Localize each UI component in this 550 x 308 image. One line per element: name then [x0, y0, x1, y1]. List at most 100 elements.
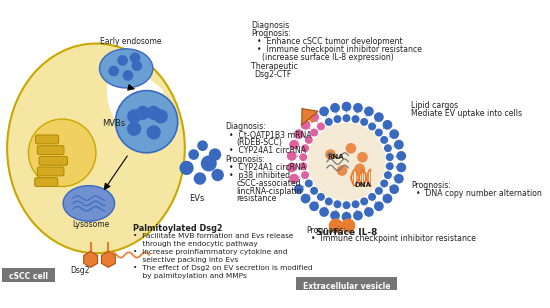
Circle shape: [384, 144, 392, 152]
Ellipse shape: [63, 186, 114, 221]
Text: MVBs: MVBs: [102, 119, 125, 128]
Circle shape: [29, 119, 96, 187]
Circle shape: [319, 207, 329, 217]
Circle shape: [383, 120, 392, 130]
Circle shape: [123, 70, 133, 81]
Text: •  CYP24A1 circRNA: • CYP24A1 circRNA: [229, 164, 306, 172]
Circle shape: [179, 161, 194, 175]
Text: RNA: RNA: [327, 154, 344, 160]
Text: Lipid cargos: Lipid cargos: [411, 101, 459, 110]
Circle shape: [394, 140, 404, 150]
Circle shape: [360, 197, 368, 205]
Circle shape: [307, 123, 386, 201]
FancyBboxPatch shape: [36, 135, 59, 144]
Circle shape: [345, 143, 356, 154]
Text: •  Facilitate MVB formation and Evs release: • Facilitate MVB formation and Evs relea…: [133, 233, 294, 239]
Circle shape: [317, 193, 325, 201]
Circle shape: [383, 194, 392, 203]
Circle shape: [333, 115, 342, 123]
Circle shape: [389, 184, 399, 194]
Text: Surface IL-8: Surface IL-8: [316, 228, 377, 237]
Text: •  Immune checkpoint inhibitor resistance: • Immune checkpoint inhibitor resistance: [311, 234, 476, 243]
Circle shape: [384, 171, 392, 179]
Circle shape: [130, 52, 140, 63]
Text: Early endosome: Early endosome: [100, 37, 161, 46]
Text: Mediate EV uptake into cells: Mediate EV uptake into cells: [411, 109, 522, 118]
Circle shape: [153, 109, 168, 124]
Text: Palmitoylated Dsg2: Palmitoylated Dsg2: [133, 224, 223, 233]
Text: Prognosis:: Prognosis:: [306, 226, 346, 235]
Circle shape: [211, 169, 224, 181]
Circle shape: [364, 207, 374, 217]
Ellipse shape: [7, 43, 185, 253]
Circle shape: [194, 172, 206, 185]
Circle shape: [351, 200, 360, 208]
Text: Therapeutic: Therapeutic: [251, 62, 298, 71]
Text: Dsg2: Dsg2: [70, 265, 90, 274]
Circle shape: [342, 212, 351, 222]
Circle shape: [353, 103, 363, 113]
Circle shape: [368, 193, 376, 201]
Text: Dsg2-CTF: Dsg2-CTF: [254, 70, 292, 79]
Ellipse shape: [100, 49, 153, 88]
Circle shape: [294, 129, 304, 139]
Circle shape: [380, 136, 388, 144]
Text: resistance: resistance: [236, 194, 277, 203]
FancyBboxPatch shape: [2, 268, 55, 282]
Circle shape: [287, 151, 296, 161]
Circle shape: [201, 156, 217, 172]
Circle shape: [136, 106, 150, 120]
Circle shape: [351, 115, 360, 123]
Circle shape: [380, 180, 388, 188]
Circle shape: [127, 109, 141, 124]
Text: (increase surface IL-8 expression): (increase surface IL-8 expression): [262, 53, 394, 62]
Circle shape: [375, 187, 383, 195]
Circle shape: [355, 164, 365, 174]
Circle shape: [294, 184, 304, 194]
FancyBboxPatch shape: [296, 277, 397, 291]
Circle shape: [147, 125, 161, 140]
Circle shape: [337, 165, 348, 176]
Circle shape: [301, 120, 310, 130]
Circle shape: [329, 219, 343, 233]
Circle shape: [389, 129, 399, 139]
Text: •  DNA copy number alternation: • DNA copy number alternation: [416, 189, 542, 198]
Text: DNA: DNA: [354, 181, 371, 188]
Circle shape: [116, 91, 178, 153]
Circle shape: [127, 122, 141, 136]
Circle shape: [309, 112, 319, 122]
Text: Diagnosis:: Diagnosis:: [225, 122, 266, 131]
Circle shape: [310, 187, 318, 195]
Circle shape: [343, 201, 350, 209]
Circle shape: [319, 107, 329, 116]
Text: •  p38 inhibited: • p38 inhibited: [229, 172, 290, 180]
Circle shape: [342, 102, 351, 111]
Circle shape: [310, 128, 318, 136]
Text: selective packing into Evs: selective packing into Evs: [133, 257, 238, 263]
Circle shape: [309, 201, 319, 211]
Circle shape: [397, 163, 406, 172]
Text: Diagnosis: Diagnosis: [251, 21, 290, 30]
Circle shape: [394, 174, 404, 184]
Circle shape: [374, 201, 384, 211]
Circle shape: [343, 114, 350, 122]
Circle shape: [131, 60, 142, 71]
Polygon shape: [302, 109, 318, 125]
Text: Extracellular vesicle: Extracellular vesicle: [302, 282, 390, 290]
Circle shape: [301, 194, 310, 203]
Circle shape: [353, 211, 363, 221]
Text: lincRNA-cisplatin: lincRNA-cisplatin: [236, 187, 302, 196]
FancyBboxPatch shape: [37, 167, 64, 176]
FancyBboxPatch shape: [35, 178, 58, 187]
Wedge shape: [107, 55, 163, 145]
Text: •  Increase proinflammatory cytokine and: • Increase proinflammatory cytokine and: [133, 249, 288, 255]
Text: •  Enhance cSCC tumor development: • Enhance cSCC tumor development: [257, 37, 403, 46]
Circle shape: [108, 66, 119, 76]
FancyBboxPatch shape: [39, 156, 68, 165]
Circle shape: [305, 180, 313, 188]
Circle shape: [360, 118, 368, 126]
Text: through the endocytic pathway: through the endocytic pathway: [133, 241, 258, 247]
Circle shape: [299, 162, 307, 170]
Circle shape: [289, 174, 299, 184]
Text: Prognosis:: Prognosis:: [225, 155, 265, 164]
